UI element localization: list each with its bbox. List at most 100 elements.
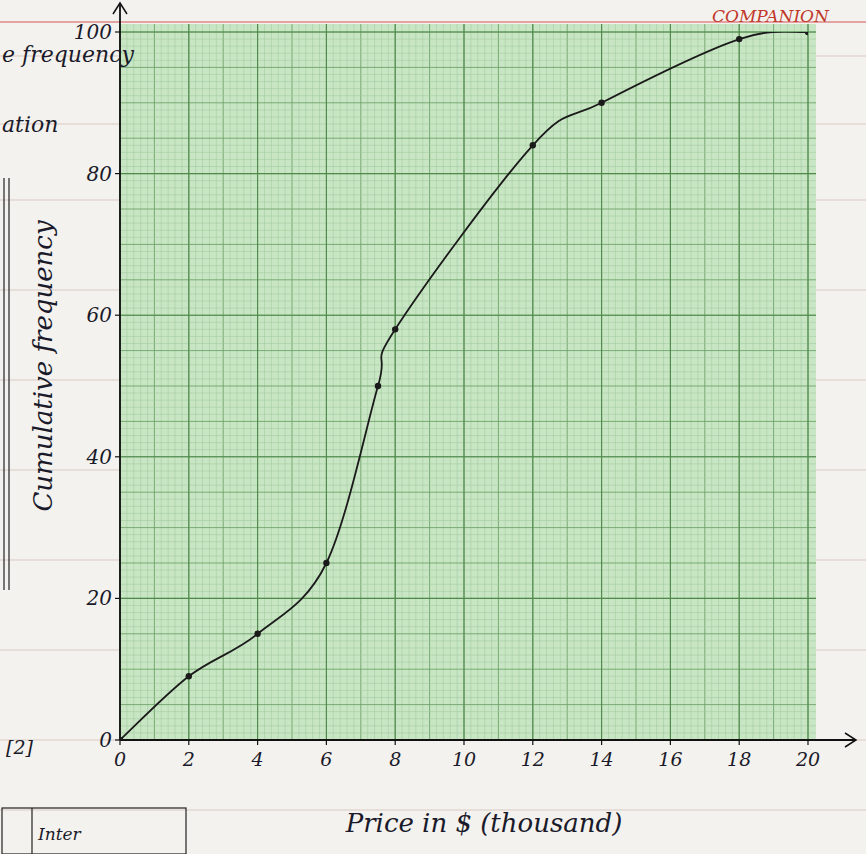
grid <box>120 24 816 740</box>
minor-grid <box>120 102 816 103</box>
minor-grid <box>697 24 698 740</box>
data-point <box>736 36 742 42</box>
minor-grid <box>120 336 816 337</box>
plot-area <box>120 32 808 740</box>
minor-grid <box>161 24 162 740</box>
minor-grid <box>636 24 637 740</box>
x-tick <box>257 740 258 745</box>
grid-line <box>188 24 189 740</box>
y-tick-label: 60 <box>87 303 113 327</box>
minor-grid <box>450 24 451 740</box>
data-point <box>323 560 329 566</box>
y-tick <box>115 315 120 316</box>
minor-grid <box>484 24 485 740</box>
minor-grid <box>120 124 816 125</box>
x-axis-title: Price in $ (thousand) <box>345 808 623 838</box>
x-tick-label: 12 <box>521 748 545 770</box>
minor-grid <box>120 286 816 287</box>
data-point <box>120 737 123 740</box>
x-tick-label: 6 <box>320 748 332 770</box>
minor-grid <box>120 683 816 684</box>
minor-grid <box>120 138 816 139</box>
minor-grid <box>120 640 816 641</box>
minor-grid <box>746 24 747 740</box>
minor-grid <box>457 24 458 740</box>
minor-grid <box>120 513 816 514</box>
minor-grid <box>415 24 416 740</box>
minor-grid <box>120 216 816 217</box>
minor-grid <box>120 301 816 302</box>
minor-grid <box>120 499 816 500</box>
minor-grid <box>120 570 816 571</box>
minor-grid <box>711 24 712 740</box>
minor-grid <box>464 24 465 740</box>
x-tick <box>463 740 464 745</box>
minor-grid <box>120 322 816 323</box>
axis-arrow <box>845 733 856 747</box>
grid-line <box>120 598 816 599</box>
x-tick <box>807 740 808 745</box>
y-tick-label: 80 <box>87 162 113 186</box>
minor-grid <box>477 24 478 740</box>
x-tick-label: 0 <box>114 748 126 770</box>
minor-grid <box>759 24 760 740</box>
minor-grid <box>120 131 816 132</box>
minor-grid <box>574 24 575 740</box>
minor-grid <box>725 24 726 740</box>
minor-grid <box>402 24 403 740</box>
minor-grid <box>168 24 169 740</box>
minor-grid <box>422 24 423 740</box>
minor-grid <box>801 24 802 740</box>
minor-grid <box>120 598 816 599</box>
grid-line <box>120 456 816 457</box>
minor-grid <box>133 24 134 740</box>
minor-grid <box>216 24 217 740</box>
y-tick-label: 20 <box>86 586 113 610</box>
x-axis <box>120 739 856 741</box>
minor-grid <box>120 400 816 401</box>
minor-grid <box>120 527 816 528</box>
minor-grid <box>223 24 224 740</box>
minor-grid <box>670 24 671 740</box>
minor-grid <box>236 24 237 740</box>
minor-grid <box>808 24 809 740</box>
minor-grid <box>649 24 650 740</box>
minor-grid <box>120 591 816 592</box>
minor-grid <box>243 24 244 740</box>
grid-line <box>326 24 327 740</box>
x-tick-label: 14 <box>590 748 614 770</box>
minor-grid <box>120 187 816 188</box>
minor-grid <box>120 421 816 422</box>
minor-grid <box>120 449 816 450</box>
y-tick-label: 100 <box>74 20 112 44</box>
minor-grid <box>120 74 816 75</box>
minor-grid <box>120 53 816 54</box>
minor-grid <box>505 24 506 740</box>
minor-grid <box>120 414 816 415</box>
minor-grid <box>120 676 816 677</box>
minor-grid <box>381 24 382 740</box>
y-axis <box>119 4 121 740</box>
minor-grid <box>787 24 788 740</box>
minor-grid <box>374 24 375 740</box>
minor-grid <box>120 577 816 578</box>
minor-grid <box>120 194 816 195</box>
minor-grid <box>539 24 540 740</box>
minor-grid <box>120 541 816 542</box>
y-tick <box>115 598 120 599</box>
minor-grid <box>470 24 471 740</box>
minor-grid <box>120 386 816 387</box>
minor-grid <box>147 24 148 740</box>
minor-grid <box>278 24 279 740</box>
y-tick <box>115 456 120 457</box>
minor-grid <box>333 24 334 740</box>
x-tick <box>532 740 533 745</box>
x-tick <box>670 740 671 745</box>
minor-grid <box>120 315 816 316</box>
minor-grid <box>615 24 616 740</box>
minor-grid <box>120 230 816 231</box>
minor-grid <box>608 24 609 740</box>
table-box <box>31 808 32 854</box>
minor-grid <box>120 485 816 486</box>
minor-grid <box>120 343 816 344</box>
